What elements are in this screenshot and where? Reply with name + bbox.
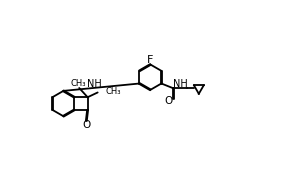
Text: O: O [82,120,90,130]
Text: NH: NH [87,79,101,89]
Text: NH: NH [173,79,188,89]
Text: F: F [147,55,154,65]
Text: CH₃: CH₃ [70,79,86,88]
Text: CH₃: CH₃ [105,87,121,96]
Text: O: O [165,96,173,106]
